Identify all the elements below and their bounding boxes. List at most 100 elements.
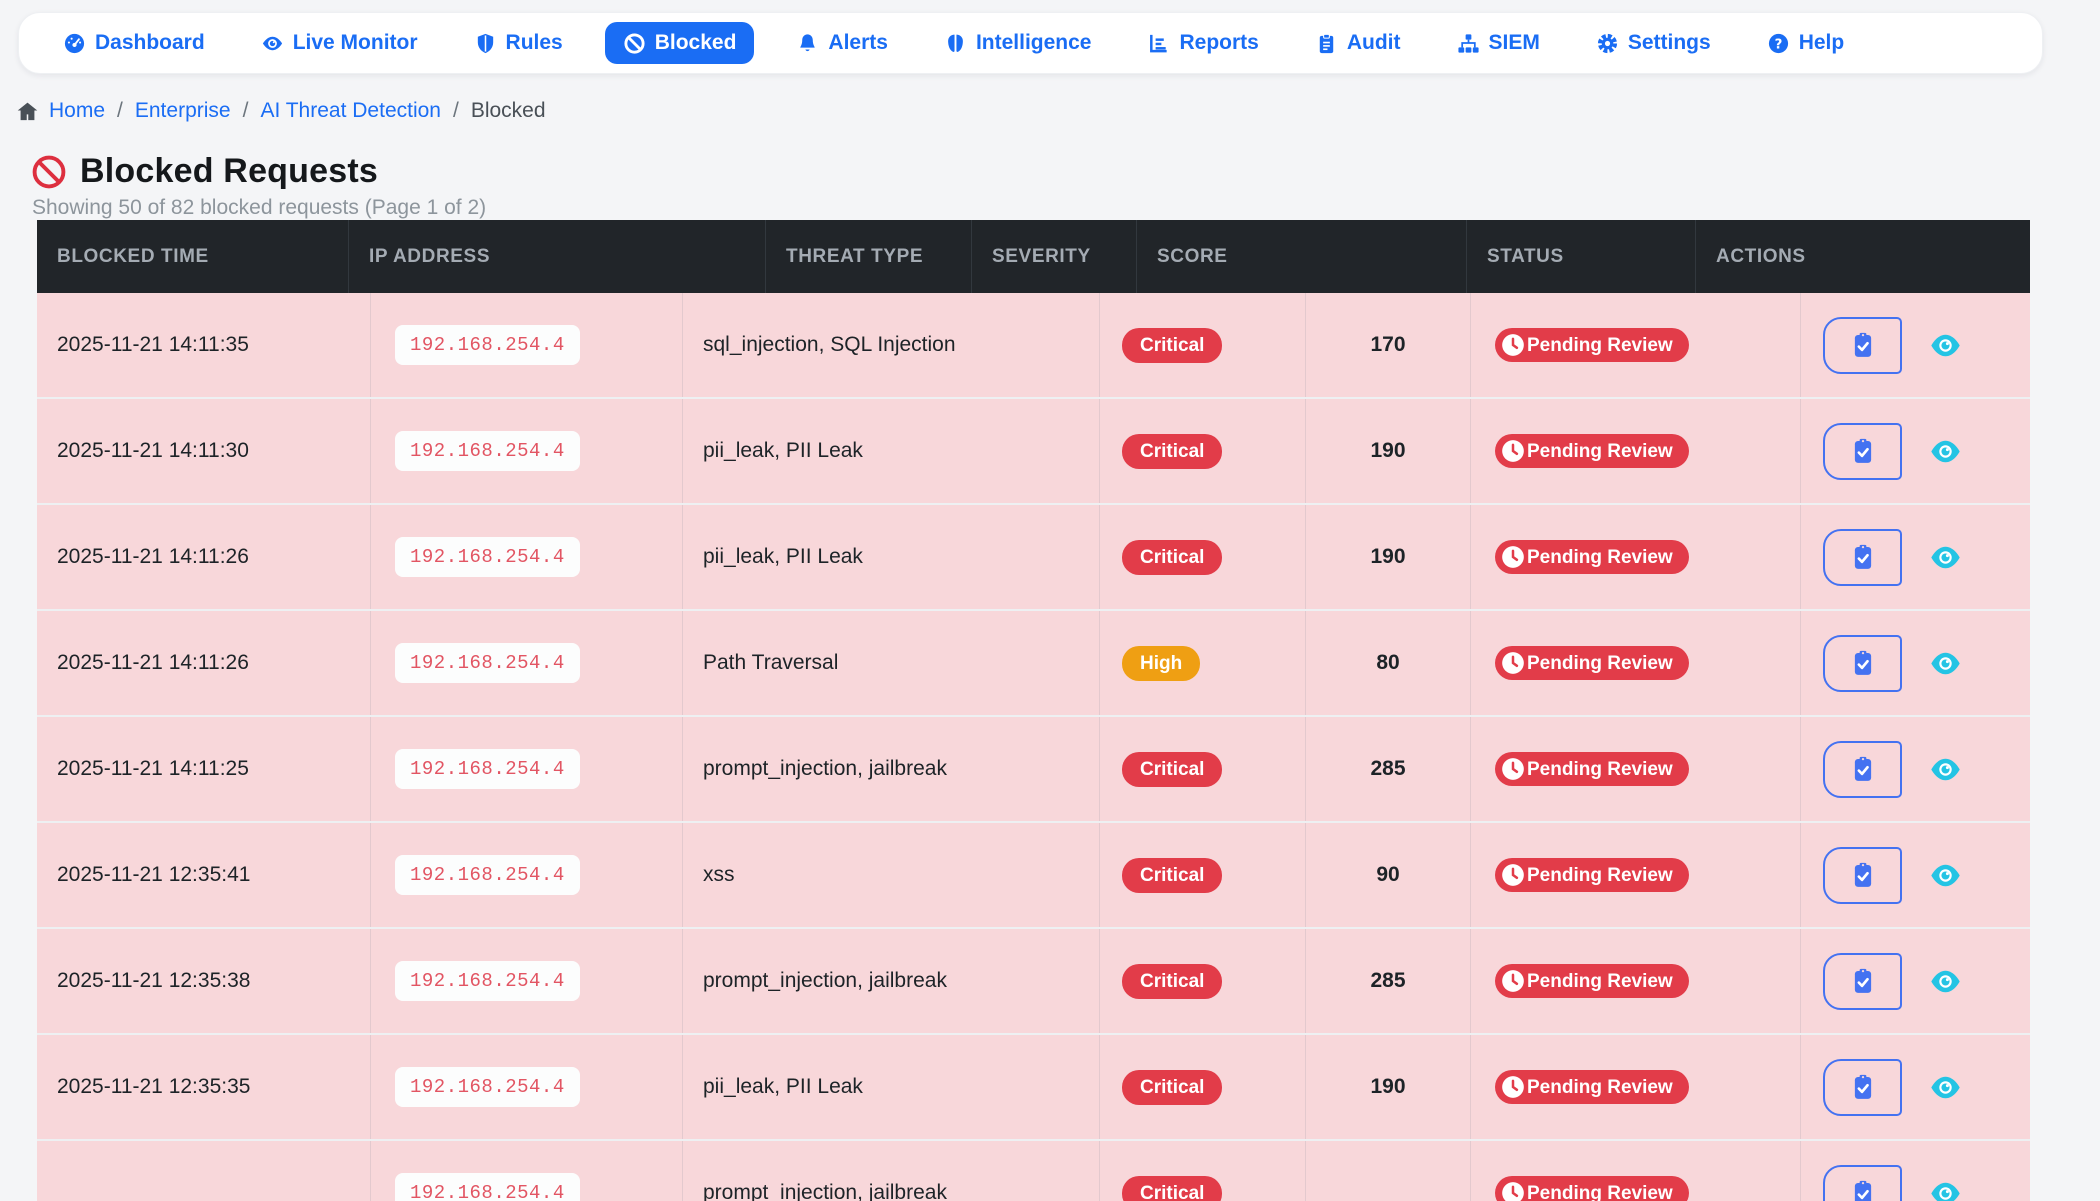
ip-address-cell: 192.168.254.4 [371,399,683,503]
view-details-button[interactable] [1929,756,1962,783]
score-cell: 80 [1306,611,1471,715]
column-header-6: Actions [1716,245,1806,267]
ban-icon [623,32,646,55]
review-button[interactable] [1823,422,1902,480]
nav-item-label: Dashboard [95,31,205,54]
view-details-button[interactable] [1929,438,1962,465]
threat-type-cell: Path Traversal [683,611,1100,715]
nav-item-5[interactable]: Intelligence [930,22,1106,64]
blocked-time-value: 2025-11-21 14:11:26 [57,545,249,568]
status-cell: Pending Review [1471,823,1801,927]
view-details-button[interactable] [1929,650,1962,677]
actions-cell [1801,399,2030,503]
severity-badge: Critical [1122,327,1223,363]
ip-address-chip: 192.168.254.4 [395,961,580,1001]
clock-icon [1500,1180,1526,1201]
status-cell: Pending Review [1471,717,1801,821]
nav-item-9[interactable]: Settings [1582,22,1725,64]
threat-type-cell: pii_leak, PII Leak [683,399,1100,503]
ip-address-chip: 192.168.254.4 [395,749,580,789]
review-button[interactable] [1823,846,1902,904]
eye-icon [261,32,284,55]
tachometer-icon [63,32,86,55]
status-label: Pending Review [1527,546,1673,568]
status-cell: Pending Review [1471,505,1801,609]
score-cell: 90 [1306,823,1471,927]
severity-cell: Critical [1100,293,1306,397]
score-value: 190 [1370,1075,1406,1098]
nav-item-label: Settings [1627,31,1711,54]
nav-item-label: Help [1798,31,1845,54]
ip-address-chip: 192.168.254.4 [395,1173,580,1201]
view-details-button[interactable] [1929,1180,1962,1201]
ip-address-cell: 192.168.254.4 [371,1141,683,1201]
ip-address-cell: 192.168.254.4 [371,1035,683,1139]
review-button[interactable] [1823,316,1902,374]
view-details-button[interactable] [1929,968,1962,995]
nav-item-0[interactable]: Dashboard [49,22,219,64]
nav-item-4[interactable]: Alerts [782,22,902,64]
view-details-button[interactable] [1929,1074,1962,1101]
breadcrumb-label[interactable]: Blocked [470,99,546,122]
threat-type-cell: pii_leak, PII Leak [683,1035,1100,1139]
clipboard-check-icon [1848,436,1878,466]
blocked-time-cell: 2025-11-21 14:11:26 [37,505,371,609]
blocked-requests-table: Blocked Time IP Address Threat Type Seve… [37,220,2030,1201]
nav-item-1[interactable]: Live Monitor [247,22,432,64]
view-details-button[interactable] [1929,332,1962,359]
clipboard-check-icon [1848,754,1878,784]
review-button[interactable] [1823,634,1902,692]
severity-badge: Critical [1122,857,1223,893]
review-button[interactable] [1823,1164,1902,1201]
blocked-time-cell: 2025-11-21 12:35:38 [37,929,371,1033]
blocked-time-cell: 2025-11-21 12:35:41 [37,823,371,927]
breadcrumb-label[interactable]: AI Threat Detection [260,99,441,122]
severity-cell: Critical [1100,717,1306,821]
clipboard-check-icon [1848,1178,1878,1201]
column-header-4: Score [1137,220,1467,293]
clock-icon [1500,862,1526,888]
score-cell: 190 [1306,399,1471,503]
ip-address-chip: 192.168.254.4 [395,537,580,577]
column-header-5: Status [1467,220,1696,293]
ip-address-cell: 192.168.254.4 [371,929,683,1033]
blocked-time-value: 2025-11-21 12:35:41 [57,863,251,886]
actions-cell [1801,505,2030,609]
breadcrumb-label[interactable]: Home [49,99,106,122]
blocked-time-cell [37,1141,371,1201]
breadcrumb-label[interactable]: Enterprise [134,99,231,122]
table-body: 2025-11-21 14:11:35 192.168.254.4 sql_in… [37,293,2030,1201]
blocked-time-cell: 2025-11-21 14:11:30 [37,399,371,503]
clock-icon [1500,968,1526,994]
status-badge: Pending Review [1495,752,1689,786]
clipboard-icon [1315,32,1338,55]
review-button[interactable] [1823,528,1902,586]
table-row-6: 2025-11-21 12:35:38 192.168.254.4 prompt… [37,929,2030,1035]
severity-cell: Critical [1100,929,1306,1033]
nav-item-2[interactable]: Rules [460,22,577,64]
nav-item-8[interactable]: SIEM [1443,22,1554,64]
gear-icon [1596,32,1619,55]
threat-type-cell: sql_injection, SQL Injection [683,293,1100,397]
score-value: 170 [1370,333,1406,356]
clipboard-check-icon [1848,1072,1878,1102]
ip-address-cell: 192.168.254.4 [371,505,683,609]
nav-item-10[interactable]: ? Help [1753,22,1859,64]
view-details-button[interactable] [1929,544,1962,571]
status-badge: Pending Review [1495,434,1689,468]
blocked-time-value: 2025-11-21 12:35:35 [57,1075,251,1098]
nav-item-6[interactable]: Reports [1133,22,1272,64]
sitemap-icon [1457,32,1480,55]
review-button[interactable] [1823,1058,1902,1116]
nav-item-7[interactable]: Audit [1301,22,1415,64]
score-value: 285 [1370,757,1406,780]
threat-type-cell: prompt_injection, jailbreak [683,929,1100,1033]
blocked-time-value: 2025-11-21 14:11:30 [57,439,249,462]
nav-item-3[interactable]: Blocked [604,22,755,64]
view-details-button[interactable] [1929,862,1962,889]
table-row-8: 192.168.254.4 prompt_injection, jailbrea… [37,1141,2030,1201]
score-value: 80 [1376,651,1400,674]
review-button[interactable] [1823,740,1902,798]
svg-text:?: ? [1774,37,1782,52]
review-button[interactable] [1823,952,1902,1010]
